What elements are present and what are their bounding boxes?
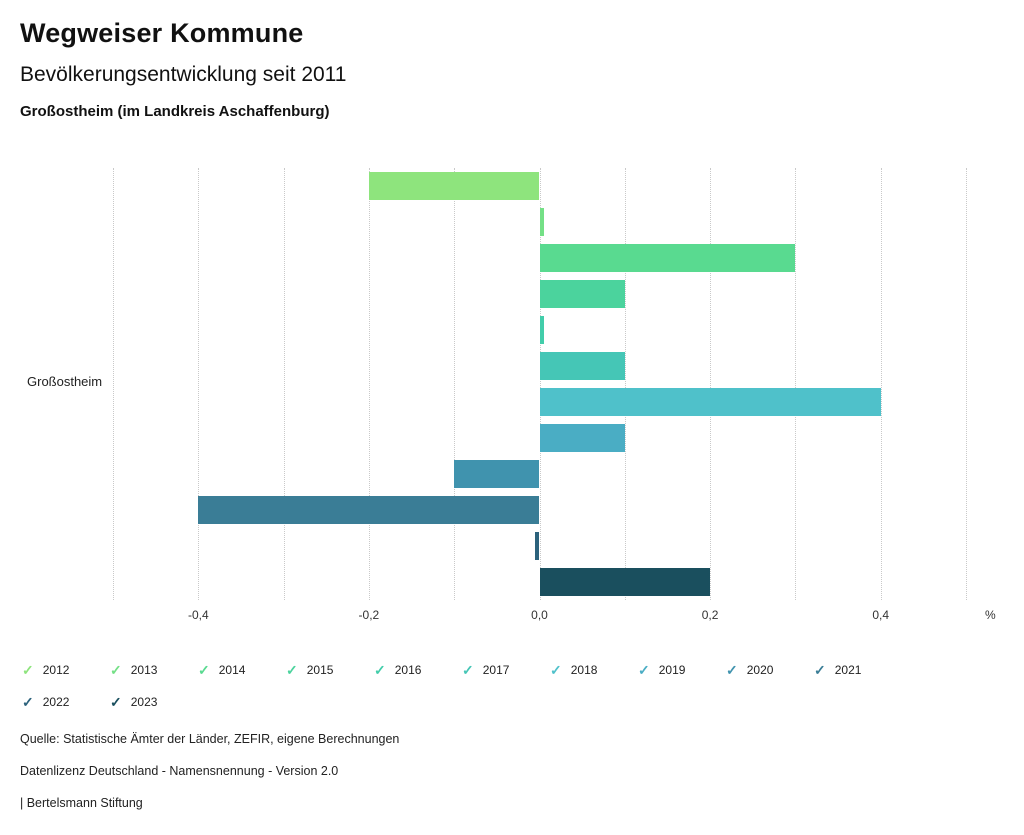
chart-legend: ✓ 2012 ✓ 2013 ✓ 2014 ✓ 2015 ✓ 2016 ✓ 2017 ✓ 2018 ✓ 2019… bbox=[22, 654, 982, 718]
header: Wegweiser Kommune Bevölkerungsentwicklun… bbox=[20, 18, 346, 120]
checkmark-icon: ✓ bbox=[550, 662, 562, 678]
legend-label: 2012 bbox=[42, 663, 70, 677]
bar-2019[interactable] bbox=[539, 424, 625, 452]
x-tick-label: 0,0 bbox=[531, 608, 548, 622]
checkmark-icon: ✓ bbox=[22, 662, 34, 678]
x-axis-tick-labels: -0,4 -0,2 0,0 0,2 0,4 bbox=[113, 604, 966, 624]
legend-item-2022[interactable]: ✓ 2022 bbox=[22, 686, 110, 718]
legend-item-2019[interactable]: ✓ 2019 bbox=[638, 654, 726, 686]
checkmark-icon: ✓ bbox=[462, 662, 474, 678]
gridline bbox=[966, 168, 967, 600]
legend-label: 2023 bbox=[130, 695, 158, 709]
legend-label: 2015 bbox=[306, 663, 334, 677]
x-tick-label: 0,4 bbox=[872, 608, 890, 622]
legend-label: 2019 bbox=[658, 663, 686, 677]
gridline bbox=[283, 168, 285, 600]
legend-label: 2016 bbox=[394, 663, 422, 677]
page-title: Wegweiser Kommune bbox=[20, 18, 304, 48]
bar-2012[interactable] bbox=[368, 172, 540, 200]
gridline bbox=[198, 168, 200, 600]
x-tick-label: -0,4 bbox=[187, 608, 209, 622]
bar-2014[interactable] bbox=[539, 244, 796, 272]
footer: Quelle: Statistische Ämter der Länder, Z… bbox=[20, 732, 399, 828]
y-axis-category-label: Großostheim bbox=[27, 374, 103, 389]
checkmark-icon: ✓ bbox=[286, 662, 298, 678]
gridline bbox=[795, 168, 797, 600]
legend-item-2020[interactable]: ✓ 2020 bbox=[726, 654, 814, 686]
bar-chart-plot-area bbox=[113, 168, 967, 600]
gridline bbox=[113, 168, 114, 600]
legend-item-2021[interactable]: ✓ 2021 bbox=[814, 654, 902, 686]
bar-2017[interactable] bbox=[539, 352, 625, 380]
checkmark-icon: ✓ bbox=[110, 662, 122, 678]
gridline bbox=[710, 168, 712, 600]
brand-note: | Bertelsmann Stiftung bbox=[20, 796, 143, 810]
legend-item-2016[interactable]: ✓ 2016 bbox=[374, 654, 462, 686]
legend-label: 2021 bbox=[834, 663, 862, 677]
legend-item-2014[interactable]: ✓ 2014 bbox=[198, 654, 286, 686]
gridline bbox=[539, 168, 541, 600]
legend-label: 2017 bbox=[482, 663, 510, 677]
bar-2018[interactable] bbox=[539, 388, 881, 416]
bar-2021[interactable] bbox=[198, 496, 540, 524]
gridline bbox=[454, 168, 456, 600]
bar-2020[interactable] bbox=[454, 460, 540, 488]
bar-2013[interactable] bbox=[539, 208, 544, 236]
legend-item-2015[interactable]: ✓ 2015 bbox=[286, 654, 374, 686]
legend-label: 2013 bbox=[130, 663, 158, 677]
checkmark-icon: ✓ bbox=[110, 694, 122, 710]
checkmark-icon: ✓ bbox=[374, 662, 386, 678]
gridline bbox=[368, 168, 370, 600]
x-tick-label: -0,2 bbox=[358, 608, 380, 622]
legend-label: 2018 bbox=[570, 663, 598, 677]
gridline bbox=[624, 168, 626, 600]
license-note: Datenlizenz Deutschland - Namensnennung … bbox=[20, 764, 339, 778]
checkmark-icon: ✓ bbox=[726, 662, 738, 678]
checkmark-icon: ✓ bbox=[638, 662, 650, 678]
bar-2015[interactable] bbox=[539, 280, 625, 308]
bar-2023[interactable] bbox=[539, 568, 711, 596]
checkmark-icon: ✓ bbox=[198, 662, 210, 678]
chart-title: Bevölkerungsentwicklung seit 2011 bbox=[20, 63, 347, 86]
checkmark-icon: ✓ bbox=[22, 694, 34, 710]
legend-label: 2020 bbox=[746, 663, 774, 677]
legend-item-2013[interactable]: ✓ 2013 bbox=[110, 654, 198, 686]
legend-item-2012[interactable]: ✓ 2012 bbox=[22, 654, 110, 686]
bar-2022[interactable] bbox=[535, 532, 540, 560]
legend-label: 2014 bbox=[218, 663, 246, 677]
x-tick-label: 0,2 bbox=[701, 608, 719, 622]
legend-item-2017[interactable]: ✓ 2017 bbox=[462, 654, 550, 686]
legend-label: 2022 bbox=[42, 695, 70, 709]
bar-2016[interactable] bbox=[539, 316, 544, 344]
legend-item-2018[interactable]: ✓ 2018 bbox=[550, 654, 638, 686]
chart-region-subtitle: Großostheim (im Landkreis Aschaffenburg) bbox=[20, 103, 330, 120]
gridline bbox=[880, 168, 882, 600]
source-note: Quelle: Statistische Ämter der Länder, Z… bbox=[20, 732, 400, 746]
x-axis-unit-label: % bbox=[985, 608, 996, 622]
checkmark-icon: ✓ bbox=[814, 662, 826, 678]
legend-item-2023[interactable]: ✓ 2023 bbox=[110, 686, 198, 718]
